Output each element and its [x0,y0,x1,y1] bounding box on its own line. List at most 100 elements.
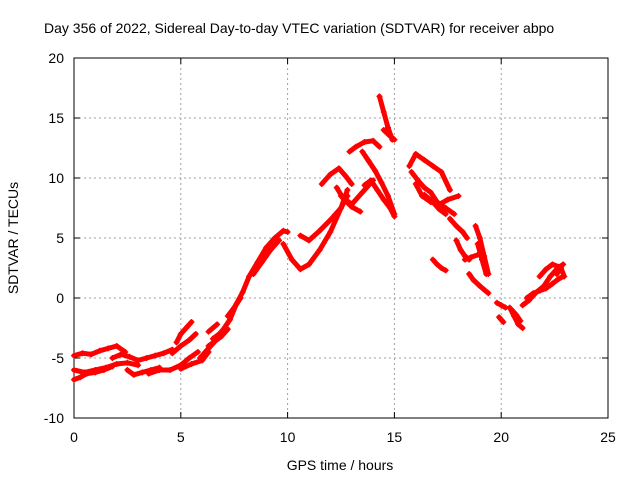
series-arc-31 [446,215,471,241]
series-arc-29 [421,191,449,217]
arc-segment [381,109,391,131]
arc-segment [479,257,489,277]
arc-segment [438,169,453,193]
data-point [284,229,291,235]
data-point [391,136,398,143]
arc-segment [349,204,363,215]
arc-segment [317,229,333,253]
data-point [188,319,195,325]
arc-segment [186,331,199,343]
y-axis-ticks: -10 -5 0 5 10 15 20 [44,50,608,426]
series-arc-16 [280,187,351,273]
series-arc-37 [493,299,509,311]
series-arc-12 [205,321,221,335]
data-point [519,325,526,331]
arc-segment [342,173,355,187]
data-points [71,93,568,383]
arc-segment [231,295,244,311]
series-arc-21 [346,137,383,155]
x-tick-label: 10 [280,429,296,445]
arc-segment [186,349,201,361]
data-point [485,290,492,297]
series-arc-23 [361,177,398,220]
series-arc-15 [250,237,283,277]
x-tick-label: 20 [493,429,509,445]
series-arc-38 [496,314,507,325]
series-arc-13 [209,227,291,342]
arc-segment [443,205,457,217]
x-tick-label: 15 [387,429,403,445]
data-point [560,261,567,268]
series-arc-36 [474,241,490,277]
arc-segment [376,93,387,115]
arc-segment [255,245,269,265]
series-arc-18 [318,165,355,187]
arc-segment [349,189,365,207]
series-arc-35 [472,223,492,277]
y-tick-label: -10 [44,410,64,426]
series-arc-01 [71,343,129,359]
data-point [451,211,458,217]
y-tick-label: 10 [48,170,64,186]
arc-segment [387,205,397,219]
arc-segment [268,237,282,253]
arc-segment [317,217,333,234]
series-arc-27 [408,169,458,217]
data-point [442,211,449,217]
data-point [376,143,383,150]
series-arc-40 [508,307,524,324]
arc-segment [199,349,212,363]
series-arc-03 [71,363,116,383]
x-axis-label: GPS time / hours [287,457,394,473]
arc-segment [240,273,252,295]
series-arc-08 [173,319,195,346]
data-point [517,317,524,324]
y-axis-label: SDTVAR / TECUs [5,182,21,294]
arc-segment [114,343,128,355]
series-arc-25 [380,127,398,143]
data-point [109,363,116,370]
series-arc-34 [466,271,492,297]
arc-segment [436,206,449,217]
grid-lines [74,58,608,418]
series-arc-05 [124,364,163,378]
arc-segment [460,229,470,241]
data-point [192,331,199,337]
y-tick-label: 0 [56,290,64,306]
series-arc-04 [109,346,176,364]
series-arc-30 [429,256,449,274]
x-tick-label: 25 [600,429,616,445]
series-arc-26 [406,151,453,193]
data-point [194,349,201,355]
y-tick-label: 20 [48,50,64,66]
series-arc-20 [333,184,364,215]
data-point [214,321,221,328]
data-point [561,273,568,280]
y-tick-label: 5 [56,230,64,246]
arc-segment [475,241,485,263]
x-tick-label: 0 [70,429,78,445]
arc-segment [280,241,295,263]
chart-title: Day 356 of 2022, Sidereal Day-to-day VTE… [44,20,554,36]
data-point [464,235,471,241]
series-arc-07 [169,331,199,357]
arc-segment [477,235,487,259]
data-point [446,187,453,193]
data-point [391,213,398,220]
x-axis-ticks: 0 5 10 15 20 25 [70,58,616,445]
data-point [344,187,351,193]
series-arc-42 [523,273,567,301]
x-tick-label: 5 [177,429,185,445]
data-point [237,295,244,301]
arc-segment [306,247,323,267]
arc-segment [327,205,344,223]
data-point [357,208,364,215]
arc-segment [184,319,194,330]
y-tick-label: 15 [48,110,64,126]
data-point [348,181,355,187]
arc-segment [370,138,382,150]
arc-segment [218,326,231,339]
data-point [500,319,507,325]
series-arc-33 [461,251,481,263]
